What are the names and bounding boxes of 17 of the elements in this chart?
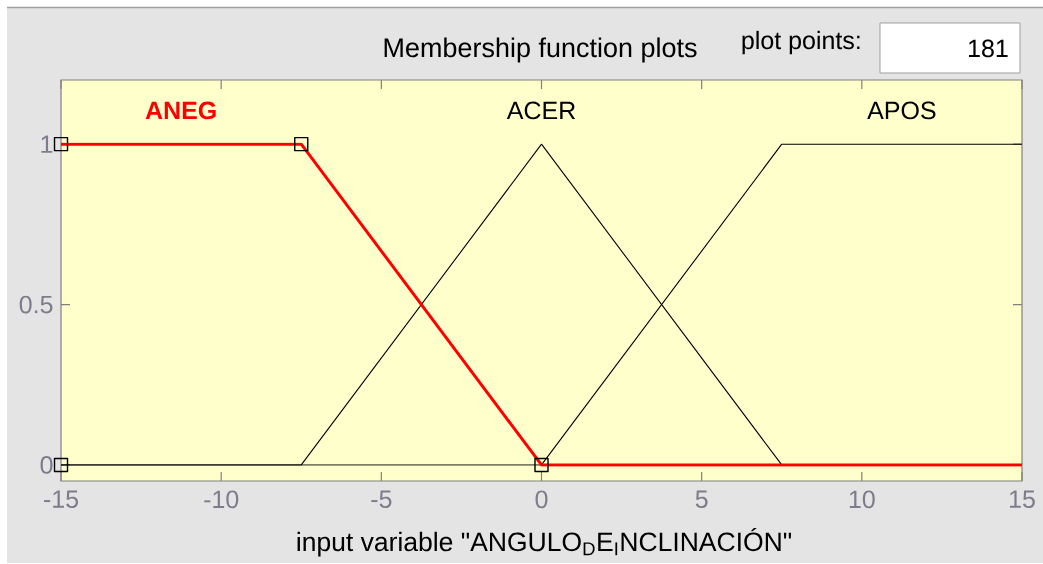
- series-label: ACER: [506, 101, 576, 120]
- x-tick-label: 10: [849, 490, 875, 509]
- text: 181: [968, 39, 1008, 58]
- x-axis-title: input variable "ANGULO$_{D}$E$_{I}$NCLINACIÓN": [297, 527, 792, 557]
- x-tick-label: 0: [535, 490, 548, 509]
- series-label: APOS: [867, 101, 936, 120]
- y-tick-label: 1: [41, 135, 53, 153]
- chart-title: Membership function plots: [384, 37, 697, 63]
- y-tick-label: 0: [40, 456, 53, 474]
- x-tick-label: -5: [371, 490, 392, 508]
- x-tick-label: -10: [204, 490, 239, 509]
- text: plot points:: [742, 30, 860, 55]
- series-label: ANEG: [145, 101, 216, 120]
- x-tick-label: 5: [695, 490, 708, 508]
- x-tick-label: -15: [44, 490, 79, 508]
- x-tick-label: 15: [1009, 490, 1035, 508]
- y-tick-label: 0.5: [19, 295, 53, 314]
